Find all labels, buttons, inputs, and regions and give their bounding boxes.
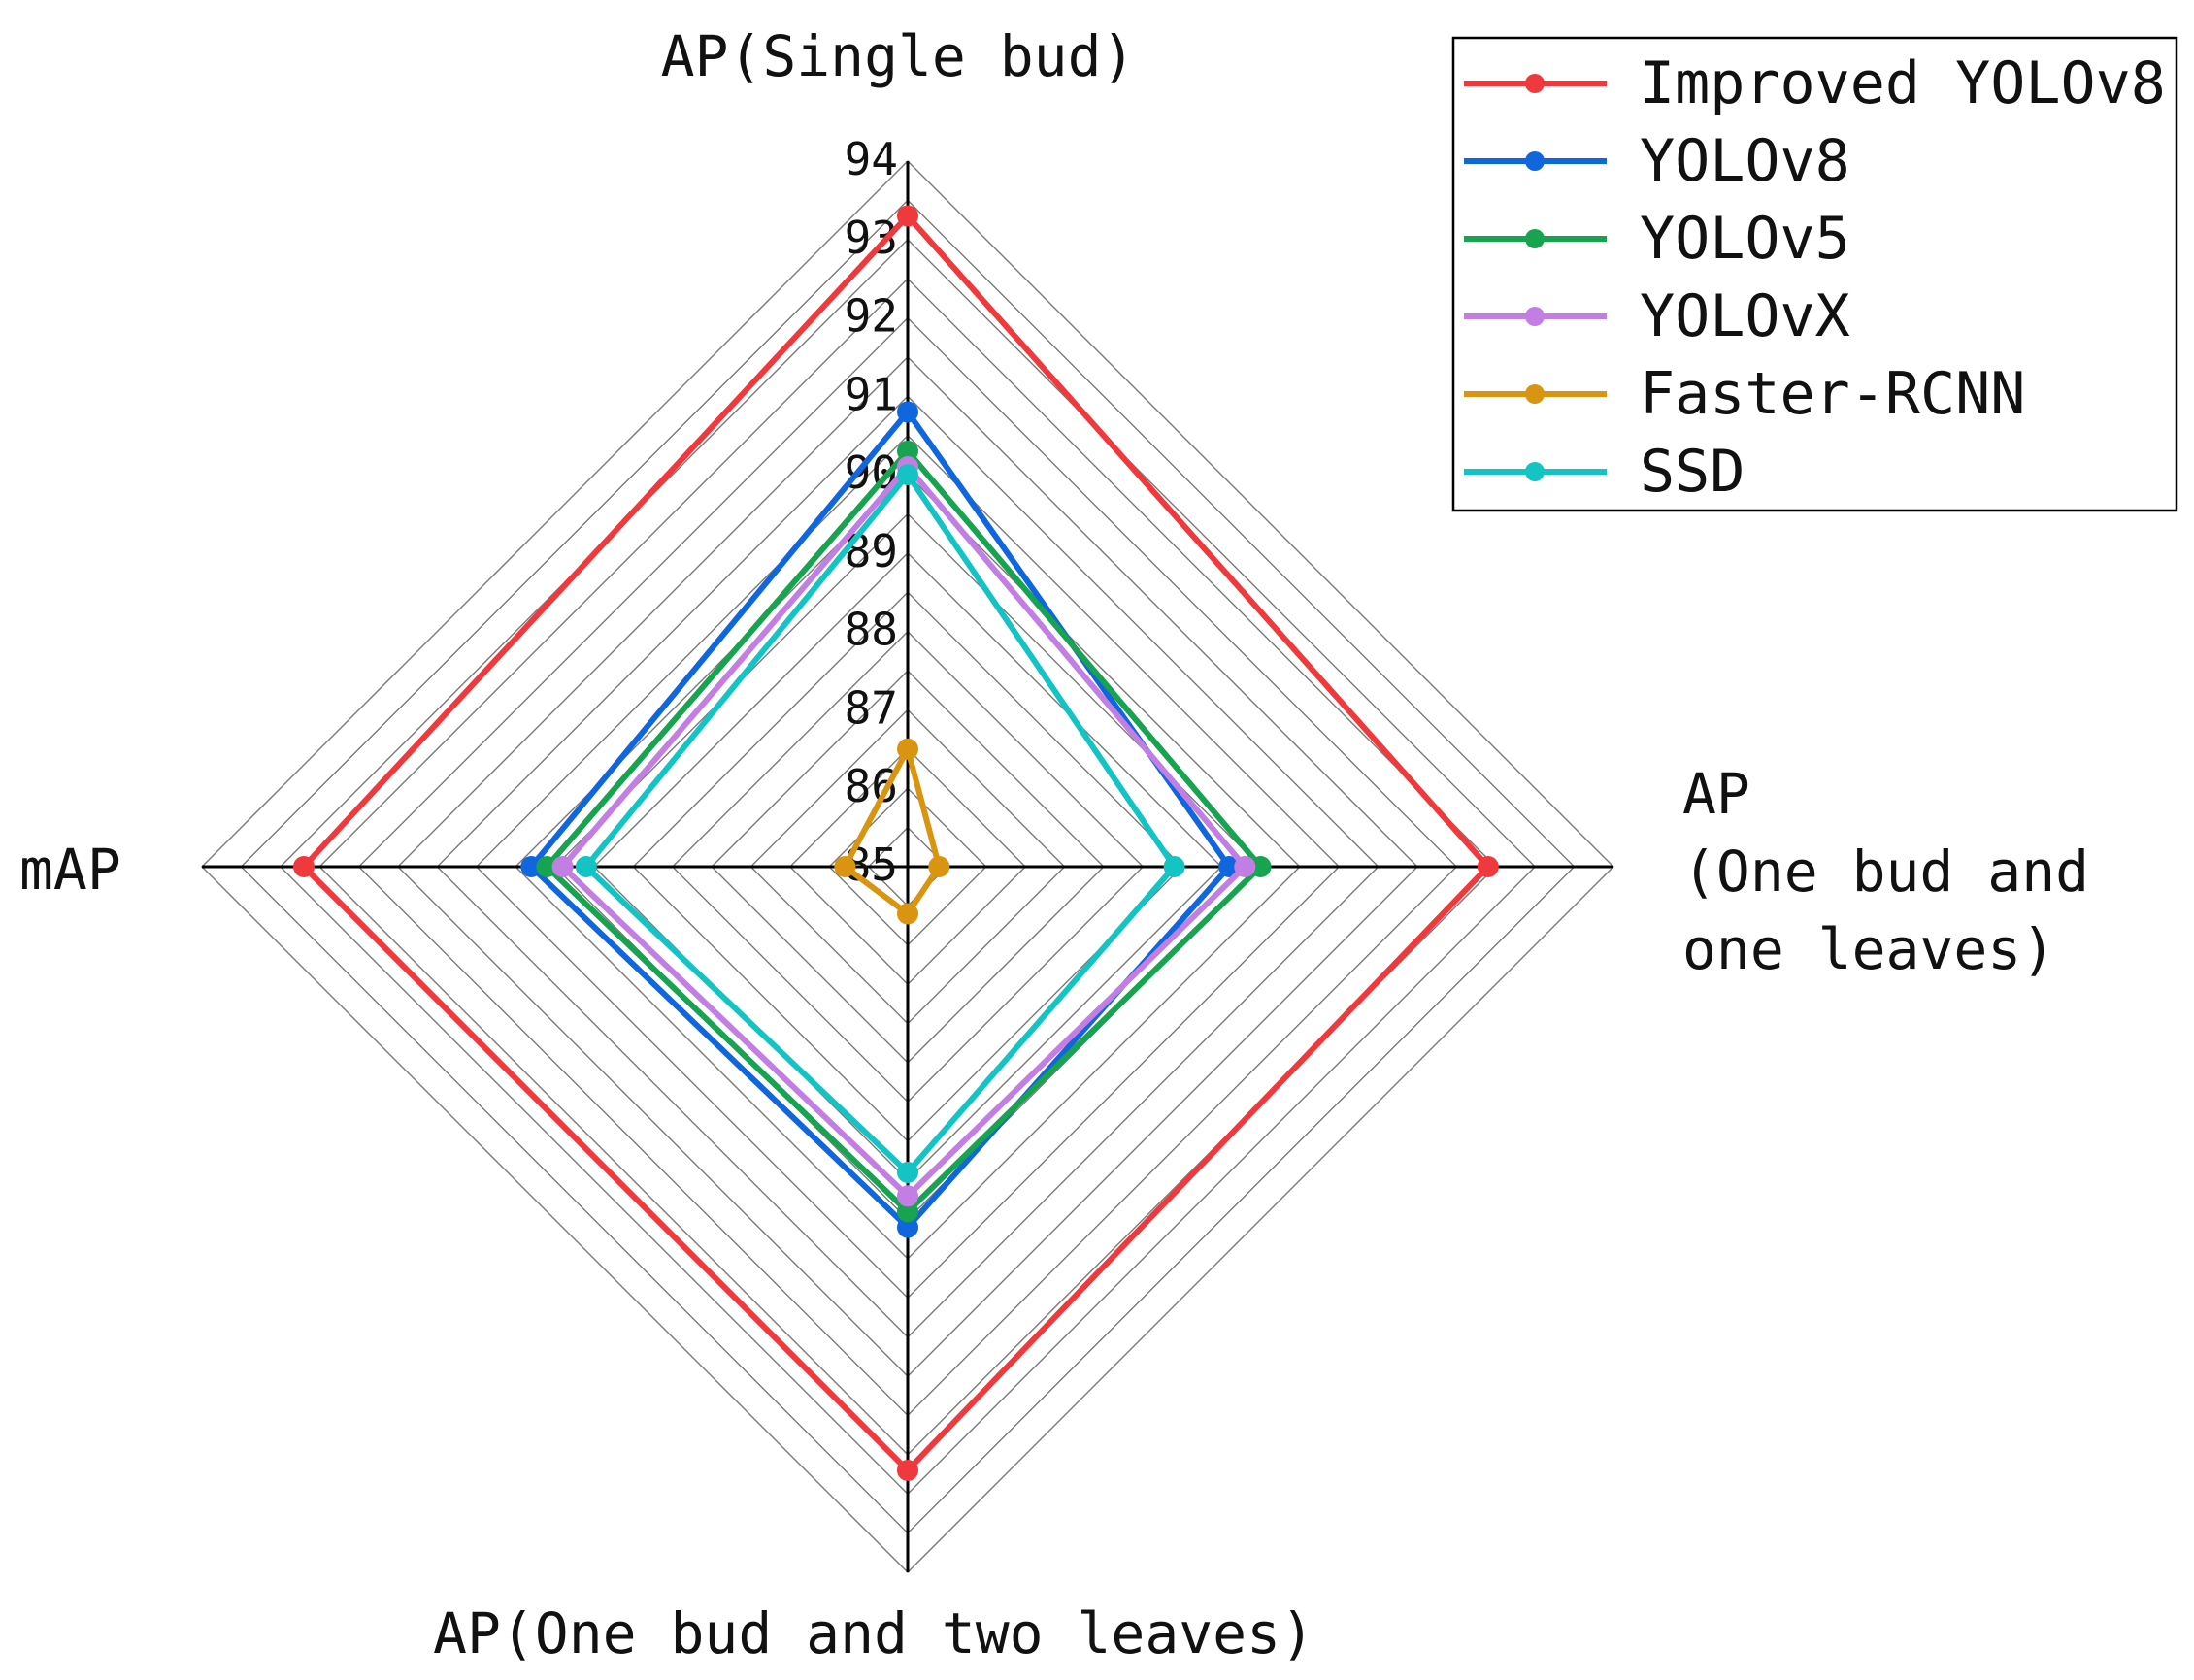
series-point [897,903,918,925]
legend-item: YOLOv8 [1464,127,1850,195]
series-point [834,856,856,877]
axis-title: AP (One bud and one leaves) [1682,761,2089,982]
series-point [1163,856,1185,877]
series-point [928,856,950,877]
legend-label: YOLOvX [1640,282,1850,350]
series-layer [293,205,1499,1481]
series-line [582,470,1179,1177]
axis-title: AP(One bud and two leaves) [433,1600,1314,1666]
legend-swatch-marker [1525,307,1545,326]
series-point [1234,856,1256,877]
legend-item: YOLOvX [1464,282,1850,350]
radar-axes [202,161,1613,1572]
series-point [897,1185,918,1207]
series-point [551,856,574,877]
series-point [520,856,543,877]
series-point [897,738,918,760]
radial-tick-label: 88 [845,604,898,656]
radial-tick-label: 91 [845,368,898,420]
series-point [293,856,315,877]
radial-tick-label: 92 [845,290,898,343]
legend-label: SSD [1640,438,1745,506]
legend: Improved YOLOv8 YOLOv8 YOLOv5 YOLOvX Faster-… [1451,36,2178,512]
legend-label: YOLOv5 [1640,205,1850,273]
series-point [897,1201,918,1223]
legend-swatch-marker [1525,462,1545,481]
series-group [520,401,1241,1238]
series-point [897,205,918,227]
legend-item: Improved YOLOv8 [1464,49,2166,117]
legend-swatch-marker [1525,151,1545,171]
series-point [1249,856,1272,877]
series-point [1477,856,1499,877]
legend-label: YOLOv8 [1640,127,1850,195]
legend-item: YOLOv5 [1464,205,1850,273]
series-point [575,856,597,877]
series-point [897,464,918,486]
legend-label: Faster-RCNN [1640,360,2025,428]
series-point [897,1162,918,1183]
series-point [897,440,918,462]
series-group [834,738,950,925]
axis-title: mAP [19,837,121,903]
series-point [897,1460,918,1481]
series-point [536,856,558,877]
series-point [897,1216,918,1238]
legend-item: SSD [1464,438,1745,506]
series-group [293,205,1499,1481]
legend-swatch-marker [1525,229,1545,248]
radial-tick-label: 87 [845,681,898,734]
legend-swatch-marker [1525,74,1545,93]
series-point [1218,856,1241,877]
legend-box [1451,36,2178,512]
axis-titles: AP(Single bud) AP (One bud and one leaves) A… [19,23,2089,1666]
legend-label: Improved YOLOv8 [1640,49,2166,117]
legend-item: Faster-RCNN [1464,360,2025,428]
legend-swatch-marker [1525,384,1545,404]
series-point [897,401,918,423]
series-group [536,440,1272,1223]
radial-tick-label: 94 [845,133,898,185]
series-group [575,464,1185,1183]
axis-title: AP(Single bud) [661,23,1136,89]
